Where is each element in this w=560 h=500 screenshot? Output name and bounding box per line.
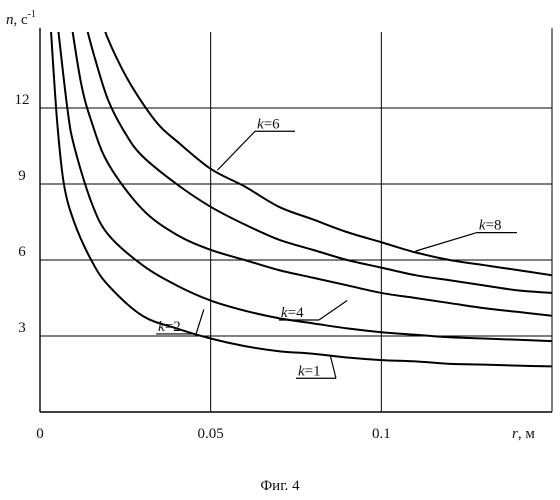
curve-label-eq: = [305, 363, 313, 379]
curve-label-k-6: k=6 [257, 116, 280, 132]
curve-label-k-1: k=1 [298, 363, 321, 379]
figure-caption: Фиг. 4 [0, 478, 560, 495]
y-tick-label: 6 [18, 244, 26, 260]
leader-line-k-6 [217, 131, 255, 170]
leader-line-k-2 [196, 309, 204, 334]
curve-label-k-2: k=2 [158, 319, 181, 335]
series-line-k-2 [57, 19, 552, 341]
curve-label-eq: = [165, 319, 173, 335]
x-axis-sep: , [518, 426, 526, 442]
curve-label-k-8: k=8 [479, 218, 502, 234]
leader-line-k-8 [415, 233, 476, 252]
x-tick-label: 0.05 [198, 426, 224, 442]
grid [40, 32, 552, 412]
y-axis-label: n, с-1 [6, 9, 36, 28]
x-tick-label: 0.1 [372, 426, 391, 442]
curve-label-value: 8 [494, 218, 502, 234]
plot-frame [40, 28, 552, 412]
curve-label-eq: = [486, 218, 494, 234]
curve-label-k-4: k=4 [281, 305, 304, 321]
y-tick-label: 3 [18, 320, 26, 336]
curve-label-value: 4 [296, 305, 304, 321]
y-tick-label: 12 [15, 92, 30, 108]
tick-labels: 00.050.136912 [15, 92, 391, 442]
curve-label-value: 2 [173, 319, 181, 335]
series-line-k-4 [71, 19, 552, 315]
series-line-k-8 [101, 19, 552, 275]
curve-label-eq: = [264, 116, 272, 132]
leader-line-k-4 [319, 301, 347, 320]
curve-label-value: 1 [313, 363, 321, 379]
y-axis-unit-exp: -1 [28, 9, 36, 20]
y-axis-sep: , [14, 12, 22, 28]
x-tick-label: 0 [36, 426, 44, 442]
leader-line-k-1 [330, 355, 336, 378]
series-line-k-6 [84, 19, 552, 293]
y-axis-var: n [6, 12, 14, 28]
curve-label-eq: = [288, 305, 296, 321]
x-axis-unit: м [525, 426, 535, 442]
x-axis-label: r, м [512, 426, 535, 442]
y-tick-label: 9 [18, 168, 26, 184]
curve-label-value: 6 [272, 116, 280, 132]
